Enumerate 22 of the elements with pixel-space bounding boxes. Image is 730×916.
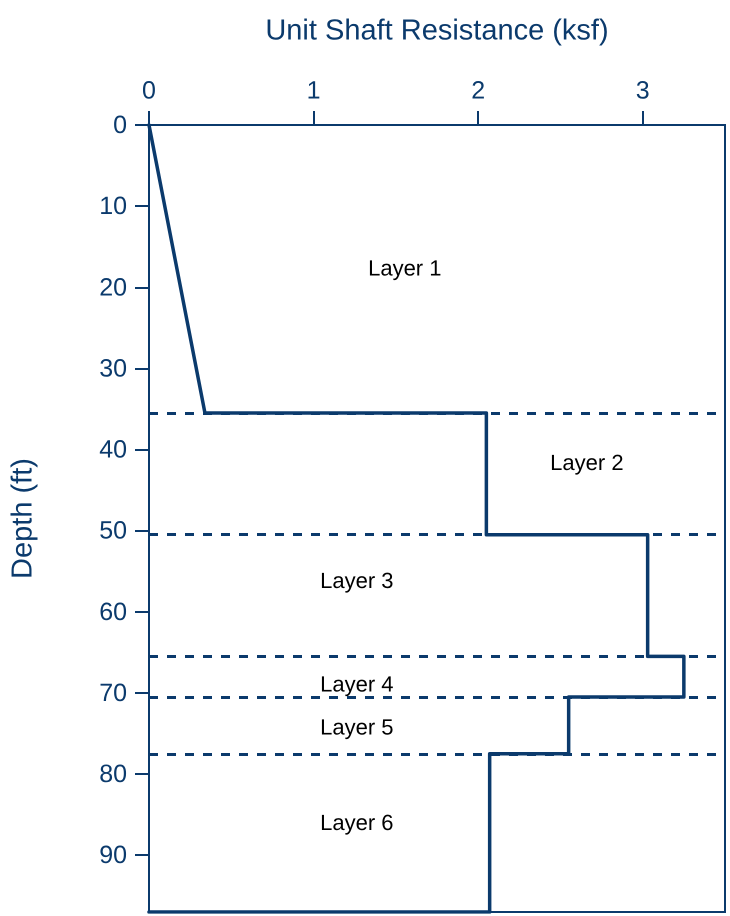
annotation: Layer 6 <box>320 810 394 835</box>
y-tick-label: 80 <box>99 760 127 788</box>
y-tick-label: 70 <box>99 678 127 707</box>
x-tick-label: 1 <box>306 76 321 104</box>
annotation: Layer 4 <box>320 671 394 696</box>
x-tick-label: 2 <box>471 76 486 104</box>
annotation: Layer 2 <box>550 450 624 476</box>
annotation: Layer 5 <box>320 714 394 740</box>
y-tick-label: 20 <box>99 273 127 302</box>
y-axis-title: Depth (ft) <box>6 458 38 579</box>
x-tick-label: 0 <box>142 76 156 104</box>
y-tick-label: 50 <box>99 516 127 545</box>
y-tick-label: 30 <box>99 354 127 382</box>
y-tick-label: 60 <box>99 598 127 626</box>
annotation: Layer 3 <box>320 568 394 594</box>
x-axis-title: Unit Shaft Resistance (ksf) <box>265 14 609 46</box>
annotation: Layer 1 <box>368 256 442 281</box>
y-tick-label: 90 <box>99 841 127 870</box>
y-tick-label: 0 <box>113 111 127 139</box>
y-tick-label: 10 <box>99 192 127 220</box>
y-tick-label: 40 <box>99 436 127 464</box>
x-tick-label: 3 <box>636 76 650 104</box>
